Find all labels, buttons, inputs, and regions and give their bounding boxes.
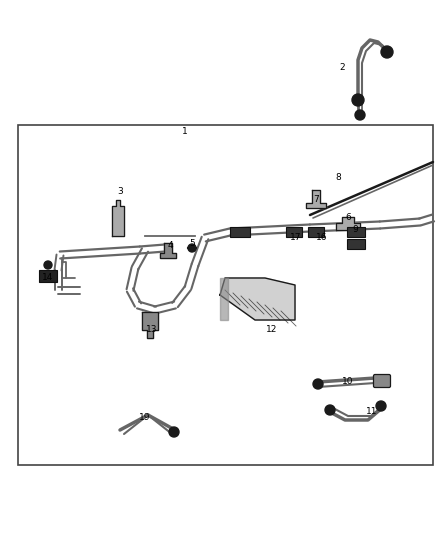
Text: 17: 17: [290, 233, 302, 243]
Text: 11: 11: [366, 408, 378, 416]
Text: 4: 4: [167, 240, 173, 249]
Text: 9: 9: [352, 225, 358, 235]
FancyBboxPatch shape: [374, 375, 391, 387]
Circle shape: [313, 379, 323, 389]
Polygon shape: [336, 217, 360, 230]
Polygon shape: [160, 243, 176, 258]
Polygon shape: [220, 278, 295, 320]
Text: 2: 2: [339, 63, 345, 72]
Text: 8: 8: [335, 174, 341, 182]
Bar: [347, 227, 365, 237]
Text: 3: 3: [117, 188, 123, 197]
Circle shape: [325, 405, 335, 415]
Text: 16: 16: [316, 233, 328, 243]
Polygon shape: [220, 278, 228, 320]
Circle shape: [352, 94, 364, 106]
Circle shape: [381, 46, 393, 58]
Circle shape: [355, 110, 365, 120]
Bar: [347, 239, 365, 249]
Text: 1: 1: [182, 127, 188, 136]
Text: 5: 5: [189, 238, 195, 247]
Circle shape: [376, 401, 386, 411]
Text: 6: 6: [345, 214, 351, 222]
Text: 10: 10: [342, 377, 354, 386]
Bar: [308, 227, 324, 237]
Polygon shape: [306, 190, 326, 208]
Polygon shape: [142, 312, 158, 338]
Circle shape: [188, 244, 196, 252]
Text: 12: 12: [266, 326, 278, 335]
Bar: [230, 227, 250, 237]
Bar: [286, 227, 302, 237]
Bar: [18, 125, 433, 465]
Text: 13: 13: [146, 326, 158, 335]
Circle shape: [169, 427, 179, 437]
Text: 14: 14: [42, 273, 54, 282]
Polygon shape: [112, 200, 124, 236]
Text: 7: 7: [313, 196, 319, 205]
Bar: [39, 270, 57, 282]
Circle shape: [44, 261, 52, 269]
Text: 19: 19: [139, 414, 151, 423]
